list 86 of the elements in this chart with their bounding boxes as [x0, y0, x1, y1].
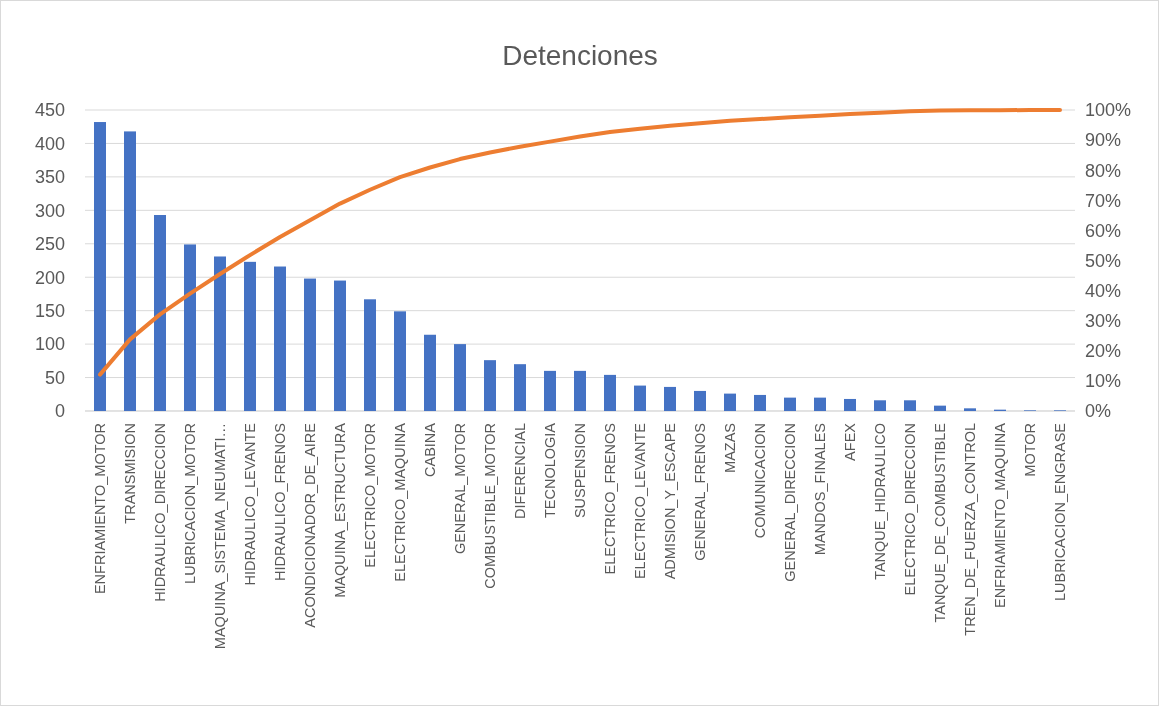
x-tick-label: ELECTRICO_DIRECCION: [902, 423, 919, 596]
bar: [124, 131, 136, 411]
x-tick-label: LUBRICACION_MOTOR: [182, 423, 199, 584]
x-tick-label: ELECTRICO_MOTOR: [362, 423, 379, 568]
bar: [544, 370, 556, 411]
y-tick-label: 350: [34, 167, 65, 188]
y2-tick-label: 90%: [1085, 130, 1122, 151]
x-tick-label: CABINA: [422, 422, 439, 477]
y2-tick-label: 40%: [1085, 280, 1122, 301]
x-tick-label: TRANSMISION: [122, 423, 139, 524]
x-tick-label: MAZAS: [722, 423, 739, 473]
x-tick-label: MANDOS_FINALES: [812, 423, 829, 556]
y-tick-label: 200: [34, 267, 65, 288]
x-tick-label: ELECTRICO_LEVANTE: [632, 422, 649, 580]
bar: [754, 394, 766, 411]
x-tick-label: GENERAL_MOTOR: [452, 423, 469, 555]
x-tick-label: ELECTRICO_FRENOS: [602, 423, 619, 575]
x-tick-label: ENFRIAMIENTO_MOTOR: [92, 423, 109, 595]
x-tick-label: ELECTRICO_MAQUINA: [392, 422, 409, 582]
x-tick-label: TANQUE_HIDRAULICO: [872, 423, 889, 580]
bar: [424, 334, 436, 411]
bar: [784, 397, 796, 411]
bar: [904, 400, 916, 411]
bar: [604, 374, 616, 411]
line-series: [98, 108, 1062, 377]
y-tick-label: 100: [34, 334, 65, 355]
x-tick-label: GENERAL_FRENOS: [692, 423, 709, 561]
chart-title: Detenciones: [502, 40, 658, 71]
y-tick-label: 400: [34, 133, 65, 154]
y2-tick-label: 10%: [1085, 371, 1122, 392]
x-tick-label: ADMISION_Y_ESCAPE: [662, 422, 679, 580]
bar: [934, 405, 946, 411]
y2-tick-label: 20%: [1085, 341, 1122, 362]
y2-tick-label: 70%: [1085, 190, 1122, 211]
x-tick-label: HIDRAULICO_FRENOS: [272, 423, 289, 581]
bar: [874, 400, 886, 411]
y-tick-label: 50: [44, 367, 65, 388]
bar: [244, 261, 256, 411]
x-tick-label: MOTOR: [1022, 423, 1039, 477]
bar: [844, 398, 856, 411]
bar: [634, 385, 646, 411]
y-tick-label: 450: [34, 100, 65, 121]
bar: [394, 311, 406, 411]
x-tick-label: ENFRIAMIENTO_MAQUINA: [992, 422, 1009, 609]
x-tick-label: HIDRAULICO_LEVANTE: [242, 422, 259, 586]
y-tick-label: 0: [54, 401, 65, 422]
bar: [364, 299, 376, 411]
x-tick-label: SUSPENSION: [572, 423, 589, 519]
x-tick-label: TECNOLOGIA: [542, 422, 559, 519]
bar: [664, 386, 676, 411]
bar: [94, 122, 106, 411]
bar: [574, 370, 586, 411]
bar: [724, 393, 736, 411]
bar: [334, 280, 346, 411]
bar: [484, 360, 496, 411]
bar: [154, 215, 166, 411]
x-tick-label: COMBUSTIBLE_MOTOR: [482, 423, 499, 589]
x-tick-label: ACONDICIONADOR_DE_AIRE: [302, 422, 319, 628]
bar: [694, 390, 706, 411]
y-tick-label: 250: [34, 234, 65, 255]
bar: [214, 256, 226, 411]
y-tick-label: 300: [34, 200, 65, 221]
bar: [514, 364, 526, 411]
x-tick-label: TREN_DE_FUERZA_CONTROL: [962, 423, 979, 636]
bar: [814, 397, 826, 411]
bar: [274, 266, 286, 411]
x-tick-label: LUBRICACION_ENGRASE: [1052, 422, 1069, 602]
bar: [184, 244, 196, 411]
y2-tick-label: 0%: [1085, 401, 1112, 422]
bar: [964, 408, 976, 411]
y-tick-label: 150: [34, 300, 65, 321]
y2-tick-label: 30%: [1085, 311, 1122, 331]
x-tick-label: MAQUINA_ESTRUCTURA: [332, 422, 349, 598]
x-tick-label: AFEX: [842, 422, 859, 461]
x-tick-label: DIFERENCIAL: [512, 423, 529, 519]
x-tick-label: HIDRAULICO_DIRECCION: [152, 423, 169, 602]
y2-tick-label: 100%: [1085, 100, 1132, 121]
x-tick-label: GENERAL_DIRECCION: [782, 423, 799, 582]
y2-tick-label: 50%: [1085, 250, 1122, 271]
x-tick-label: TANQUE_DE_COMBUSTIBLE: [932, 422, 949, 623]
bar: [304, 278, 316, 411]
x-tick-label: COMUNICACION: [752, 423, 769, 539]
y2-tick-label: 80%: [1085, 160, 1122, 181]
x-tick-label: MAQUINA_SISTEMA_NEUMATI…: [212, 423, 229, 650]
y2-tick-label: 60%: [1085, 220, 1122, 241]
bar: [454, 344, 466, 411]
